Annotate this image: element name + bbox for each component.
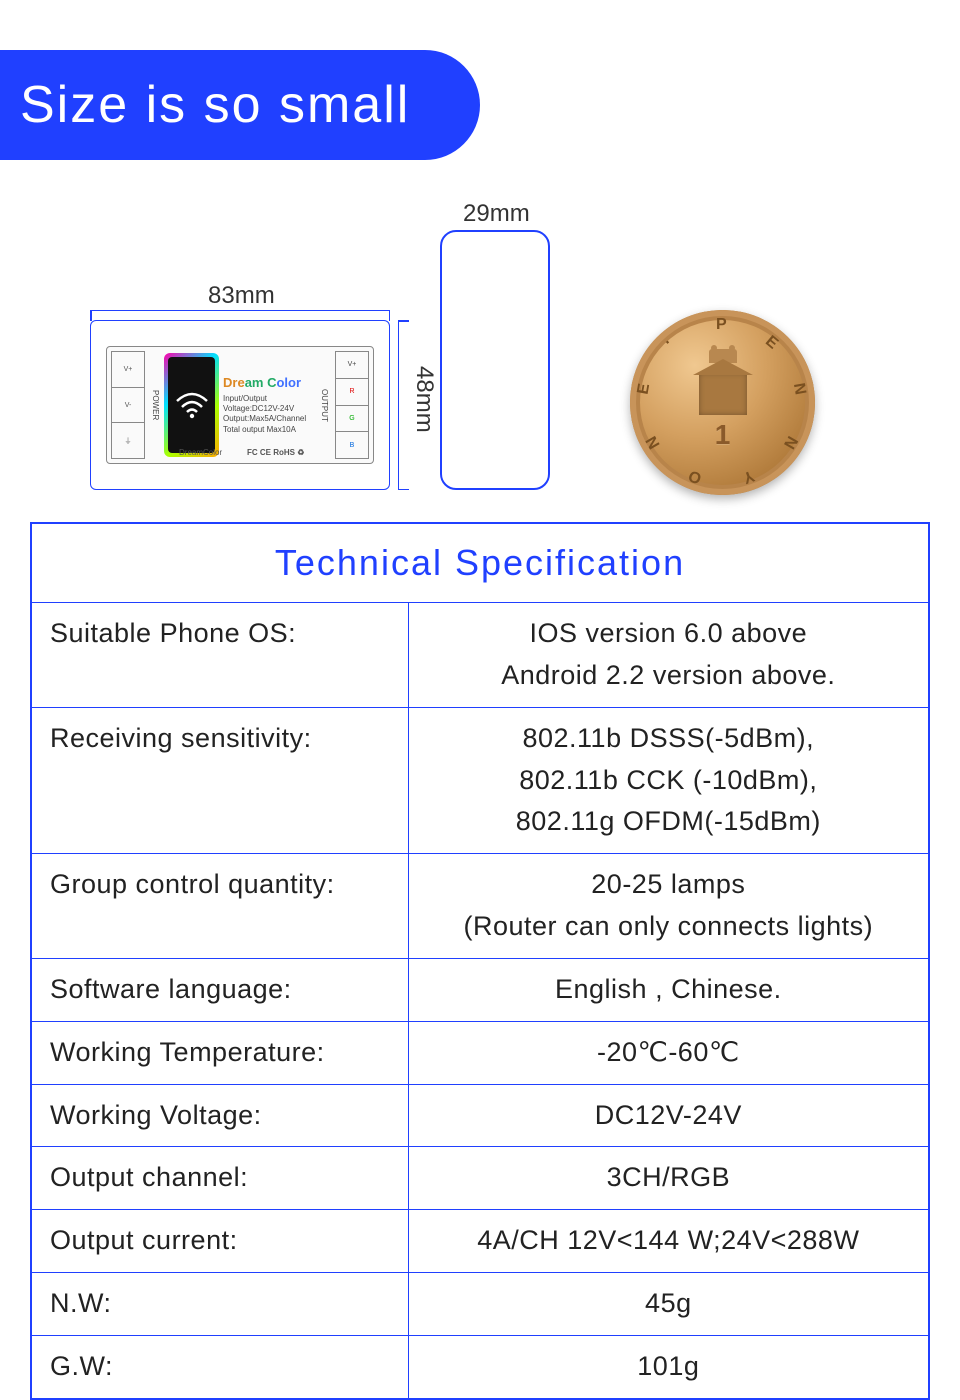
spec-label: Output current: xyxy=(31,1210,408,1273)
spec-label: Working Temperature: xyxy=(31,1021,408,1084)
spec-value: 3CH/RGB xyxy=(408,1147,929,1210)
pin: V- xyxy=(112,388,144,424)
coin-ring-letter: E xyxy=(762,333,782,354)
spec-value: DC12V-24V xyxy=(408,1084,929,1147)
table-row: Output channel:3CH/RGB xyxy=(31,1147,929,1210)
coin-ring-letter: O xyxy=(687,466,705,487)
penny-coin: 1 ONE·PENNY xyxy=(630,310,815,495)
wifi-icon xyxy=(164,353,219,457)
table-row: Working Voltage:DC12V-24V xyxy=(31,1084,929,1147)
spec-label: Receiving sensitivity: xyxy=(31,707,408,854)
spec-value: 45g xyxy=(408,1273,929,1336)
spec-label: N.W: xyxy=(31,1273,408,1336)
spec-line: Total output Max10A xyxy=(223,425,316,435)
width-bracket xyxy=(90,310,390,320)
device-brand-small: DreamColor xyxy=(179,448,222,457)
spec-value: English , Chinese. xyxy=(408,958,929,1021)
pin: ⏚ xyxy=(112,423,144,458)
device-brand-title: Dream Color xyxy=(223,375,316,392)
heading-banner: Size is so small xyxy=(0,50,480,160)
spec-label: Suitable Phone OS: xyxy=(31,603,408,708)
coin-ring-letter: · xyxy=(661,335,677,352)
coin-ring-letter: N xyxy=(779,432,800,451)
power-connector: V+ V- ⏚ xyxy=(111,351,145,459)
pin: R xyxy=(336,379,368,406)
spec-line: Output:Max5A/Channel xyxy=(223,414,316,424)
spec-line: Input/Output Voltage:DC12V-24V xyxy=(223,394,316,415)
coin-ring-letter: E xyxy=(635,383,655,397)
table-row: Software language:English , Chinese. xyxy=(31,958,929,1021)
coin-ring-letter: Y xyxy=(740,466,756,487)
depth-dim-label: 29mm xyxy=(463,200,530,228)
device-front-view: V+ V- ⏚ POWER Dream Color Input/Output V… xyxy=(90,320,390,490)
output-conn-label: OUTPUT xyxy=(318,347,331,463)
pin: V+ xyxy=(336,352,368,379)
width-dim-label: 83mm xyxy=(208,282,275,310)
spec-value: 802.11b DSSS(-5dBm),802.11b CCK (-10dBm)… xyxy=(408,707,929,854)
coin-ring-letter: P xyxy=(716,316,727,334)
spec-value: 101g xyxy=(408,1335,929,1398)
power-conn-label: POWER xyxy=(149,347,162,463)
spec-table-title: Technical Specification xyxy=(31,523,929,603)
device-label-sticker: V+ V- ⏚ POWER Dream Color Input/Output V… xyxy=(106,346,374,464)
table-row: Working Temperature:-20℃-60℃ xyxy=(31,1021,929,1084)
device-cert-row: FC CE RoHS ♻ xyxy=(247,448,304,457)
spec-value: 20-25 lamps(Router can only connects lig… xyxy=(408,854,929,959)
size-diagram: 83mm V+ V- ⏚ POWER Dream Color xyxy=(0,190,960,510)
device-text-block: Dream Color Input/Output Voltage:DC12V-2… xyxy=(221,347,318,463)
pin: B xyxy=(336,432,368,458)
spec-value: 4A/CH 12V<144 W;24V<288W xyxy=(408,1210,929,1273)
heading-text: Size is so small xyxy=(20,75,410,135)
height-bracket xyxy=(398,320,408,490)
coin-ring-letter: N xyxy=(644,432,665,451)
spec-value: IOS version 6.0 aboveAndroid 2.2 version… xyxy=(408,603,929,708)
spec-label: Software language: xyxy=(31,958,408,1021)
height-dim-label: 48mm xyxy=(410,366,438,433)
table-row: Receiving sensitivity:802.11b DSSS(-5dBm… xyxy=(31,707,929,854)
pin: G xyxy=(336,406,368,433)
table-row: N.W:45g xyxy=(31,1273,929,1336)
spec-value: -20℃-60℃ xyxy=(408,1021,929,1084)
spec-label: Working Voltage: xyxy=(31,1084,408,1147)
table-row: Group control quantity:20-25 lamps(Route… xyxy=(31,854,929,959)
coin-ring-text: O N E · P E N N Y xyxy=(638,318,807,487)
table-row: Output current:4A/CH 12V<144 W;24V<288W xyxy=(31,1210,929,1273)
table-row: Suitable Phone OS:IOS version 6.0 aboveA… xyxy=(31,603,929,708)
coin-ring-letter: N xyxy=(789,382,809,397)
spec-table: Technical Specification Suitable Phone O… xyxy=(30,522,930,1400)
spec-label: Group control quantity: xyxy=(31,854,408,959)
spec-label: Output channel: xyxy=(31,1147,408,1210)
output-connector: V+ R G B xyxy=(335,351,369,459)
device-side-view xyxy=(440,230,550,490)
pin: V+ xyxy=(112,352,144,388)
table-row: G.W:101g xyxy=(31,1335,929,1398)
spec-label: G.W: xyxy=(31,1335,408,1398)
